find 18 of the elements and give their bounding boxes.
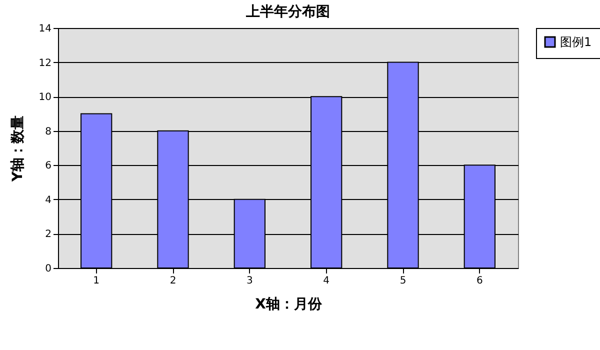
y-tick-label: 4 xyxy=(45,194,52,206)
y-tick-label: 10 xyxy=(38,92,52,104)
x-tick-label: 6 xyxy=(476,276,483,286)
x-tick-label: 2 xyxy=(170,276,176,286)
legend-label: 图例1 xyxy=(560,35,592,49)
y-tick-label: 8 xyxy=(45,126,52,138)
y-tick-label: 0 xyxy=(45,264,52,274)
x-tick-label: 3 xyxy=(246,276,253,286)
x-axis-title: X轴：月份 xyxy=(255,296,323,312)
y-tick-label: 14 xyxy=(38,24,52,34)
y-tick-label: 6 xyxy=(45,160,52,172)
y-axis-title: Y轴：数量 xyxy=(10,115,26,183)
x-tick-label: 5 xyxy=(400,276,406,286)
y-tick-label: 12 xyxy=(38,58,52,69)
y-tick-label: 2 xyxy=(45,229,52,240)
x-tick-label: 1 xyxy=(93,276,100,286)
chart-title: 上半年分布图 xyxy=(245,4,330,20)
x-tick-label: 4 xyxy=(323,276,330,286)
